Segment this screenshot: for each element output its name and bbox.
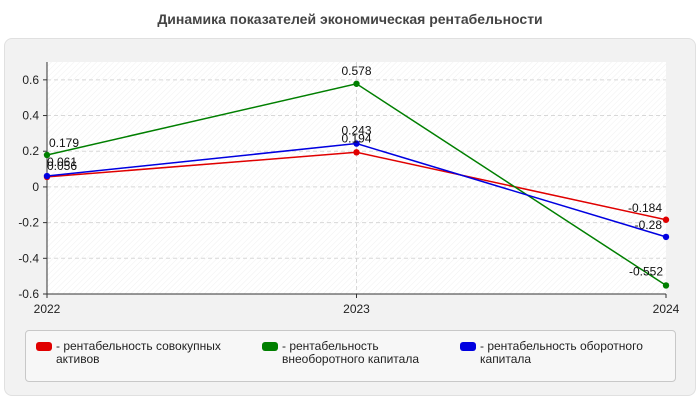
legend-item-working[interactable]: - рентабельность оборотного капитала [460, 340, 670, 366]
data-point [662, 216, 670, 223]
x-tick-label: 2022 [34, 302, 61, 316]
data-label: 0.056 [47, 159, 77, 173]
legend-label: - рентабельность оборотного капитала [480, 339, 643, 366]
data-point [353, 149, 360, 156]
data-point [353, 140, 360, 147]
legend-item-assets[interactable]: - рентабельность совокупных активов [36, 340, 241, 366]
data-point [662, 233, 670, 241]
legend-swatch [36, 342, 52, 351]
data-label: 0.194 [341, 131, 371, 145]
x-tick-labels: 2022 2023 2024 [34, 302, 680, 316]
x-tick-label: 2023 [343, 302, 370, 316]
data-label: -0.28 [635, 218, 663, 232]
data-label: -0.184 [628, 201, 662, 215]
y-tick-label: 0.6 [22, 73, 39, 87]
data-point [43, 151, 51, 159]
legend-item-noncurrent[interactable]: - рентабельность внеоборотного капитала [262, 340, 442, 366]
y-tick-label: 0.2 [22, 144, 39, 158]
y-tick-label: -0.6 [18, 287, 39, 301]
data-point [43, 172, 51, 180]
legend-swatch [262, 342, 278, 351]
data-label: 0.061 [47, 155, 77, 169]
legend-label: - рентабельность внеоборотного капитала [282, 339, 419, 366]
x-tick-label: 2024 [653, 302, 680, 316]
y-tick-label: 0.4 [22, 109, 39, 123]
data-label: -0.552 [629, 264, 663, 278]
data-point [662, 282, 670, 289]
legend: - рентабельность совокупных активов - ре… [25, 330, 676, 382]
y-tick-label: -0.2 [18, 216, 39, 230]
chart-title: Динамика показателей экономическая рента… [157, 11, 543, 27]
series-group [43, 80, 670, 289]
y-tick-labels: -0.6 -0.4 -0.2 0 0.2 0.4 0.6 [18, 73, 39, 301]
data-label: 0.243 [341, 124, 371, 138]
data-label: 0.179 [49, 136, 79, 150]
legend-label: - рентабельность совокупных активов [56, 339, 221, 366]
data-label: 0.578 [341, 64, 371, 78]
y-tick-label: 0 [32, 180, 39, 194]
legend-swatch [460, 342, 476, 351]
data-labels: 0.056 0.194 -0.184 0.179 0.578 -0.552 0.061 0.2… [47, 64, 663, 279]
data-point [353, 80, 360, 87]
y-tick-label: -0.4 [18, 251, 39, 265]
